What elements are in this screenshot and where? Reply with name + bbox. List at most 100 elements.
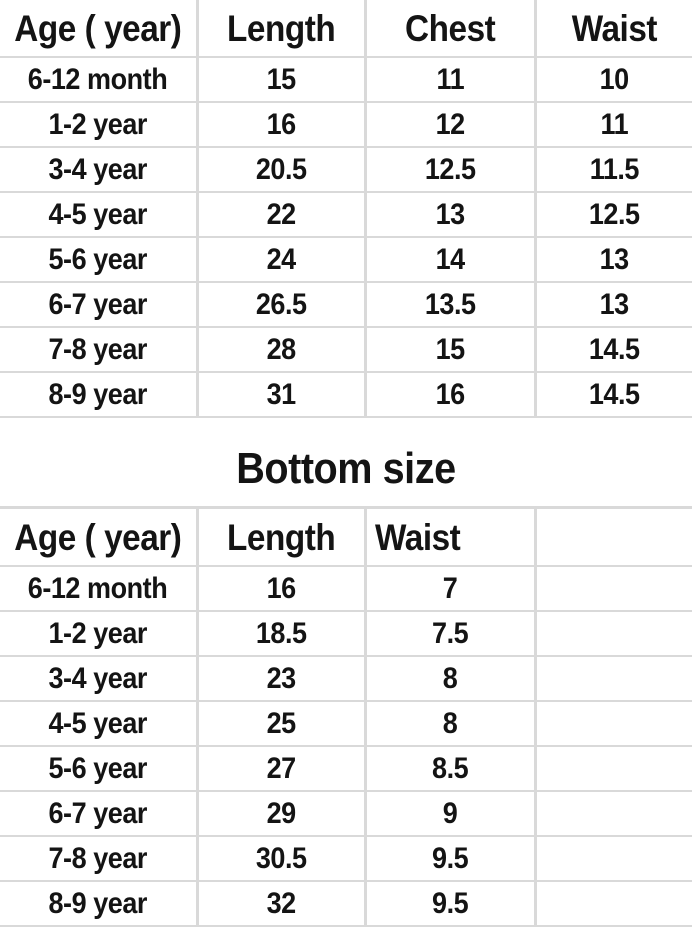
cell-value: 29 (266, 796, 297, 830)
table-cell: 7-8 year (0, 837, 199, 882)
table-cell: 6-12 month (0, 567, 199, 612)
column-header-label: Length (227, 516, 336, 558)
cell-value: 11 (436, 62, 465, 96)
cell-value: 13.5 (425, 287, 476, 321)
cell-value: 10 (599, 62, 630, 96)
cell-value: 8 (443, 661, 458, 695)
table-cell: 11.5 (537, 148, 692, 193)
table-cell: 7-8 year (0, 328, 199, 373)
cell-value: 9.5 (432, 841, 469, 875)
bottom-size-title-text: Bottom size (236, 444, 456, 493)
table-cell: 8-9 year (0, 882, 199, 927)
table-cell: 16 (199, 103, 367, 148)
column-header: Waist (537, 0, 692, 58)
column-header-label: Waist (375, 516, 461, 558)
empty-cell (537, 567, 692, 612)
cell-value: 30.5 (256, 841, 307, 875)
table-cell: 29 (199, 792, 367, 837)
cell-value: 12 (435, 107, 466, 141)
table-cell: 5-6 year (0, 747, 199, 792)
cell-value: 31 (266, 377, 297, 411)
empty-cell (537, 747, 692, 792)
cell-value: 14 (435, 242, 466, 276)
cell-value: 28 (266, 332, 297, 366)
table-cell: 6-7 year (0, 283, 199, 328)
table-cell: 25 (199, 702, 367, 747)
table-cell: 9.5 (367, 837, 537, 882)
table-cell: 7.5 (367, 612, 537, 657)
cell-value: 8-9 year (48, 377, 148, 411)
table-cell: 16 (199, 567, 367, 612)
cell-value: 27 (266, 751, 297, 785)
table-cell: 32 (199, 882, 367, 927)
table-cell: 9.5 (367, 882, 537, 927)
table-cell: 3-4 year (0, 657, 199, 702)
cell-value: 4-5 year (48, 706, 148, 740)
cell-value: 1-2 year (48, 616, 148, 650)
bottom-size-title: Bottom size (0, 418, 692, 506)
cell-value: 6-7 year (48, 796, 148, 830)
table-cell: 14.5 (537, 373, 692, 418)
column-header-label: Age ( year) (14, 516, 182, 558)
table-cell: 10 (537, 58, 692, 103)
table-cell: 5-6 year (0, 238, 199, 283)
cell-value: 12.5 (589, 197, 640, 231)
column-header: Length (199, 0, 367, 58)
cell-value: 16 (266, 571, 297, 605)
table-cell: 13 (537, 238, 692, 283)
table-cell: 22 (199, 193, 367, 238)
cell-value: 1-2 year (48, 107, 148, 141)
top-size-table: Age ( year) Length Chest Waist 6-12 month 15 1… (0, 0, 692, 418)
table-cell: 28 (199, 328, 367, 373)
empty-cell (537, 612, 692, 657)
cell-value: 7 (443, 571, 458, 605)
empty-cell (537, 882, 692, 927)
cell-value: 23 (266, 661, 297, 695)
bottom-size-table: Age ( year) Length Waist 6-12 month 16 7 1-2 y… (0, 506, 692, 927)
table-cell: 7 (367, 567, 537, 612)
table-cell: 30.5 (199, 837, 367, 882)
empty-cell (537, 837, 692, 882)
table-cell: 8.5 (367, 747, 537, 792)
cell-value: 13 (599, 242, 630, 276)
table-cell: 15 (367, 328, 537, 373)
cell-value: 18.5 (256, 616, 307, 650)
table-cell: 9 (367, 792, 537, 837)
table-cell: 14 (367, 238, 537, 283)
column-header: Length (199, 509, 367, 567)
cell-value: 13 (435, 197, 466, 231)
empty-cell (537, 702, 692, 747)
empty-cell (537, 792, 692, 837)
table-cell: 12.5 (367, 148, 537, 193)
cell-value: 20.5 (256, 152, 307, 186)
cell-value: 3-4 year (48, 661, 148, 695)
table-cell: 20.5 (199, 148, 367, 193)
column-header-label: Length (227, 7, 336, 49)
table-cell: 12.5 (537, 193, 692, 238)
table-cell: 15 (199, 58, 367, 103)
cell-value: 3-4 year (48, 152, 148, 186)
table-cell: 26.5 (199, 283, 367, 328)
column-header-label: Age ( year) (14, 7, 182, 49)
cell-value: 11.5 (589, 152, 640, 186)
cell-value: 14.5 (589, 377, 640, 411)
cell-value: 7-8 year (48, 841, 148, 875)
cell-value: 8-9 year (48, 886, 148, 920)
table-cell: 6-7 year (0, 792, 199, 837)
cell-value: 25 (266, 706, 297, 740)
table-cell: 27 (199, 747, 367, 792)
cell-value: 5-6 year (48, 751, 148, 785)
table-cell: 8-9 year (0, 373, 199, 418)
table-cell: 11 (537, 103, 692, 148)
cell-value: 32 (266, 886, 297, 920)
table-cell: 4-5 year (0, 193, 199, 238)
cell-value: 6-12 month (28, 62, 168, 96)
table-cell: 12 (367, 103, 537, 148)
column-header: Age ( year) (0, 509, 199, 567)
table-cell: 18.5 (199, 612, 367, 657)
cell-value: 24 (266, 242, 297, 276)
table-cell: 1-2 year (0, 103, 199, 148)
cell-value: 15 (435, 332, 466, 366)
cell-value: 13 (599, 287, 630, 321)
cell-value: 9 (443, 796, 458, 830)
